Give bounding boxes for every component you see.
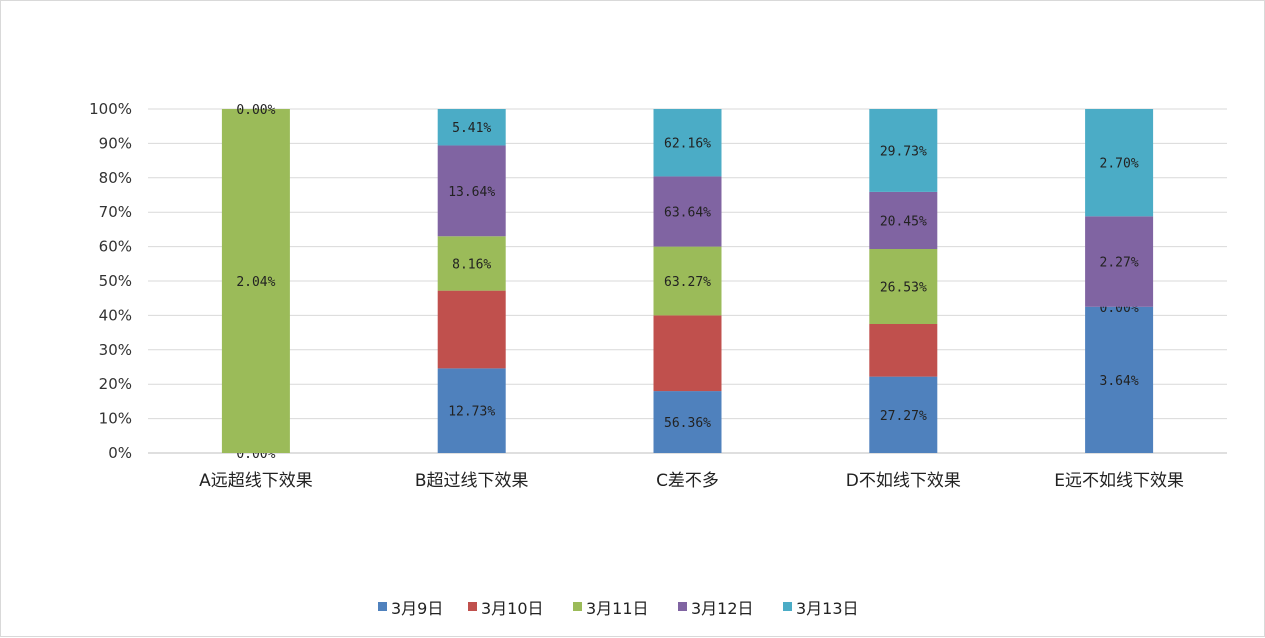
data-label: 63.64% bbox=[664, 206, 711, 221]
bar-segment bbox=[869, 191, 938, 250]
data-label: 5.41% bbox=[452, 121, 491, 136]
data-label: 2.27% bbox=[1100, 256, 1139, 271]
y-tick-label: 0% bbox=[108, 444, 132, 462]
y-tick-label: 80% bbox=[99, 169, 132, 187]
legend-swatch bbox=[378, 602, 387, 611]
y-tick-label: 100% bbox=[89, 100, 132, 118]
data-label: 29.73% bbox=[880, 144, 927, 159]
data-label: 13.64% bbox=[448, 185, 495, 200]
bar-segment bbox=[869, 109, 938, 192]
y-tick-label: 30% bbox=[99, 341, 132, 359]
category-label: B超过线下效果 bbox=[415, 471, 529, 491]
bar-segment bbox=[437, 236, 506, 291]
data-label: 62.16% bbox=[664, 137, 711, 152]
y-tick-label: 60% bbox=[99, 238, 132, 256]
bar-segment bbox=[437, 290, 506, 369]
bar-segment bbox=[653, 246, 722, 316]
data-label: 26.53% bbox=[880, 281, 927, 296]
legend-entry: 3月12日 bbox=[691, 599, 754, 618]
data-label: 20.45% bbox=[880, 214, 927, 229]
data-label: 2.04% bbox=[236, 275, 275, 290]
bar-segment bbox=[653, 391, 722, 453]
legend-entry: 3月9日 bbox=[391, 599, 443, 618]
category-label: E远不如线下效果 bbox=[1054, 471, 1184, 491]
bar-segment bbox=[653, 176, 722, 247]
legend-entry: 3月10日 bbox=[481, 599, 544, 618]
data-label: 0.00% bbox=[236, 103, 275, 118]
bar-segment bbox=[653, 109, 722, 177]
y-tick-label: 70% bbox=[99, 203, 132, 221]
legend-entry: 3月13日 bbox=[796, 599, 859, 618]
category-label: C差不多 bbox=[656, 471, 719, 491]
bar-segment bbox=[437, 368, 506, 453]
data-label: 2.70% bbox=[1100, 157, 1139, 172]
y-tick-label: 20% bbox=[99, 375, 132, 393]
y-tick-label: 10% bbox=[99, 410, 132, 428]
bar-segment bbox=[1085, 109, 1154, 217]
legend-entry: 3月11日 bbox=[586, 599, 649, 618]
bar-segment bbox=[1085, 306, 1154, 453]
y-tick-label: 40% bbox=[99, 306, 132, 324]
bar-segment bbox=[869, 376, 938, 453]
y-tick-label: 90% bbox=[99, 134, 132, 152]
legend-swatch bbox=[468, 602, 477, 611]
bar-segment bbox=[1085, 216, 1154, 307]
data-label: 56.36% bbox=[664, 416, 711, 431]
legend-swatch bbox=[678, 602, 687, 611]
category-label: D不如线下效果 bbox=[846, 471, 961, 491]
bar-segment bbox=[653, 315, 722, 392]
data-label: 3.64% bbox=[1100, 374, 1139, 389]
bar-segment bbox=[437, 145, 506, 237]
bar-segment bbox=[869, 249, 938, 324]
legend-swatch bbox=[573, 602, 582, 611]
legend-swatch bbox=[783, 602, 792, 611]
data-label: 63.27% bbox=[664, 275, 711, 290]
y-tick-label: 50% bbox=[99, 272, 132, 290]
category-label: A远超线下效果 bbox=[199, 471, 313, 491]
bar-segment bbox=[437, 109, 506, 146]
bar-segment bbox=[221, 109, 290, 453]
data-label: 27.27% bbox=[880, 409, 927, 424]
data-label: 8.16% bbox=[452, 257, 491, 272]
bar-segment bbox=[869, 324, 938, 377]
data-label: 12.73% bbox=[448, 405, 495, 420]
